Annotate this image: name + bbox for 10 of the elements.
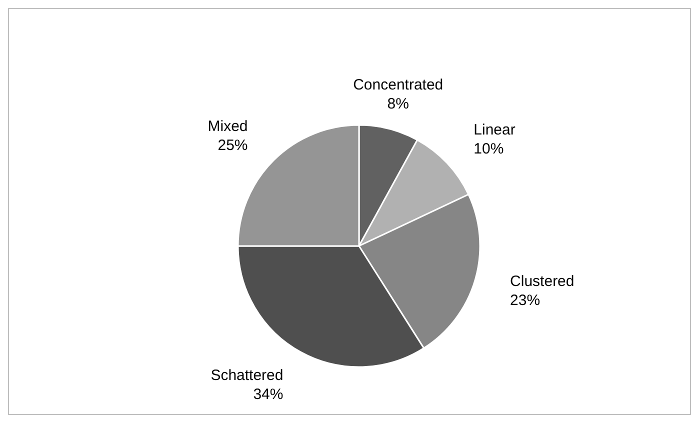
slice-label: Clustered — [510, 272, 574, 290]
data-label: 25% — [218, 136, 248, 154]
slice-label: Schattered — [210, 366, 284, 384]
data-label: 8% — [387, 96, 409, 113]
data-label: 10% — [474, 140, 504, 158]
slice-label: Linear — [474, 121, 516, 138]
data-label: 34% — [253, 386, 284, 403]
data-label: 23% — [510, 292, 540, 309]
slice-label: Mixed — [208, 118, 248, 135]
slice-label: Concentrated — [353, 76, 444, 94]
